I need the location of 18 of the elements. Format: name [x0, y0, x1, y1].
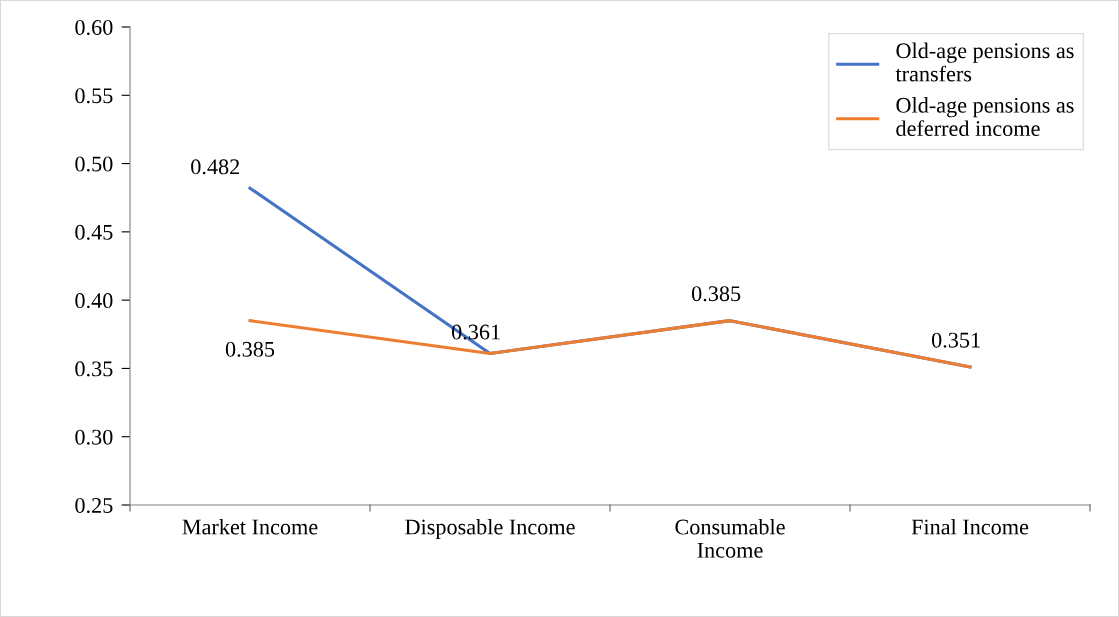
- y-tick-label: 0.60: [75, 19, 113, 36]
- data-label: 0.385: [225, 341, 275, 357]
- y-tick-label: 0.45: [75, 224, 113, 240]
- y-tick-label: 0.25: [75, 497, 113, 514]
- data-label: 0.385: [691, 286, 741, 302]
- x-tick-label: Market Income: [182, 518, 318, 535]
- y-tick-label: 0.40: [75, 293, 113, 309]
- data-label: 0.482: [191, 159, 240, 175]
- x-tick-label: Disposable Income: [405, 518, 575, 540]
- y-tick-label: 0.55: [75, 88, 113, 104]
- y-tick-label: 0.35: [75, 361, 113, 377]
- legend-label: Old-age pensions as transfers: [895, 42, 1074, 82]
- x-tick-label: Final Income: [911, 518, 1029, 535]
- legend-label: Old-age pensions as deferred income: [896, 97, 1074, 137]
- y-tick-label: 0.30: [75, 429, 113, 445]
- x-tick-label: Consumable Income: [675, 518, 785, 558]
- data-label: 0.351: [931, 332, 980, 348]
- y-tick-label: 0.50: [75, 156, 113, 172]
